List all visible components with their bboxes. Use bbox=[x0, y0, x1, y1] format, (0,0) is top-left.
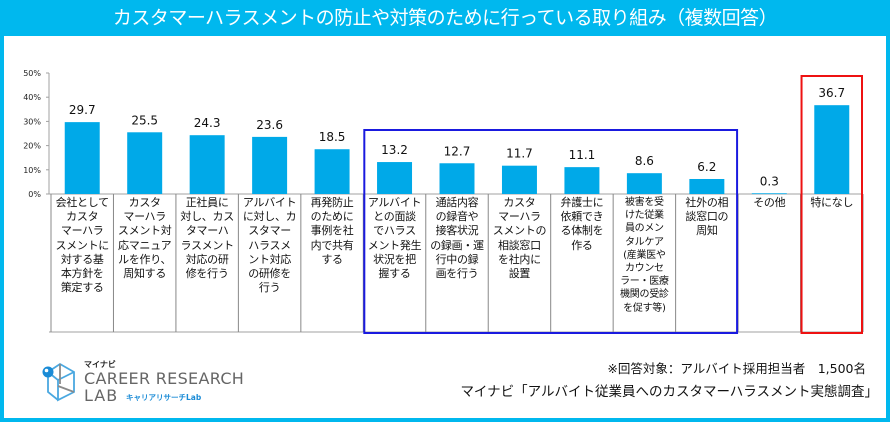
bar bbox=[689, 178, 725, 194]
category-label: 会社として カスタ マーハラ スメントに 対する基 本方針を 策定する bbox=[55, 196, 109, 295]
bar-chart: 0% 10% 20% 30% 40% 50% 29.7 25.5 24.3 23.6 18.5 13.… bbox=[23, 69, 864, 334]
chart-title: カスタマーハラスメントの防止や対策のために行っている取り組み（複数回答） bbox=[0, 0, 890, 36]
bar bbox=[626, 173, 662, 194]
data-label: 36.7 bbox=[818, 86, 845, 100]
category-label: 正社員に 対し、カス タマーハ ラスメント 対応の研 修を行う bbox=[180, 196, 234, 281]
bar bbox=[439, 163, 475, 194]
data-label: 13.2 bbox=[381, 143, 408, 157]
frame-border-bottom bbox=[0, 418, 890, 422]
bar bbox=[814, 105, 850, 194]
category-label: 再発防止 のために 事例を社 内で共有 する bbox=[310, 196, 354, 266]
data-label: 11.7 bbox=[506, 147, 533, 161]
category-label: 特になし bbox=[810, 196, 854, 209]
bar bbox=[64, 122, 100, 194]
data-label: 24.3 bbox=[194, 116, 221, 130]
category-label: アルバイト に対し、カ スタマー ハラスメ ント対応 の研修を 行う bbox=[242, 196, 297, 295]
cube-logo-icon bbox=[42, 362, 75, 402]
bar bbox=[564, 167, 600, 194]
frame-border-right bbox=[886, 36, 890, 422]
data-label: 29.7 bbox=[69, 103, 96, 117]
y-tick-label: 10% bbox=[23, 166, 41, 175]
data-label: 18.5 bbox=[319, 130, 346, 144]
logo-lab: LAB bbox=[84, 386, 119, 405]
y-tick-label: 50% bbox=[23, 69, 41, 78]
category-label: アルバイト との面談 でハラス メント発生 状況を把 握する bbox=[367, 196, 422, 281]
data-label: 12.7 bbox=[444, 144, 471, 158]
highlight-box-red bbox=[800, 75, 863, 334]
bar bbox=[252, 136, 288, 194]
survey-source: マイナビ「アルバイト従業員へのカスタマーハラスメント実態調査」 bbox=[460, 384, 878, 400]
category-label: その他 bbox=[753, 196, 786, 209]
bar bbox=[189, 135, 225, 194]
category-label: 通話内容 の録音や 接客状況 の録画・運 行中の録 画を行う bbox=[430, 196, 484, 281]
y-tick-label: 20% bbox=[23, 142, 41, 151]
category-label: カスタ マーハラ スメントの 相談窓口 を社内に 設置 bbox=[492, 196, 547, 281]
data-label: 23.6 bbox=[256, 118, 283, 132]
highlight-box-blue bbox=[363, 129, 739, 334]
y-tick-label: 40% bbox=[23, 93, 41, 102]
y-tick-label: 0% bbox=[28, 190, 41, 199]
category-label: 社外の相 談窓口の 周知 bbox=[685, 196, 729, 238]
category-label: 弁護士に 依頼でき る体制を 作る bbox=[560, 196, 604, 252]
bar bbox=[377, 162, 413, 194]
data-label: 6.2 bbox=[697, 160, 716, 174]
bar bbox=[127, 132, 163, 194]
category-label: 被害を受 けた従業 員のメン タルケア (産業医や カウンセ ラー・医療 機関の… bbox=[620, 197, 669, 314]
logo-career-research: CAREER RESEARCH bbox=[84, 369, 245, 388]
data-label: 0.3 bbox=[760, 174, 779, 188]
frame-border-left bbox=[0, 36, 4, 422]
logo bbox=[38, 356, 238, 406]
bar bbox=[751, 193, 787, 195]
data-label: 8.6 bbox=[635, 154, 654, 168]
data-label: 25.5 bbox=[131, 113, 158, 127]
bar bbox=[501, 165, 537, 194]
respondent-note: ※回答対象：アルバイト採用担当者 1,500名 bbox=[607, 361, 866, 376]
bar bbox=[314, 149, 350, 194]
category-label: カスタ マーハラ スメント対 応マニュア ルを作り、 周知する bbox=[117, 196, 172, 281]
data-label: 11.1 bbox=[569, 148, 596, 162]
logo-brand: マイナビ bbox=[84, 360, 116, 369]
y-tick-label: 30% bbox=[23, 117, 41, 126]
logo-kana: キャリアリサーチLab bbox=[126, 393, 202, 402]
